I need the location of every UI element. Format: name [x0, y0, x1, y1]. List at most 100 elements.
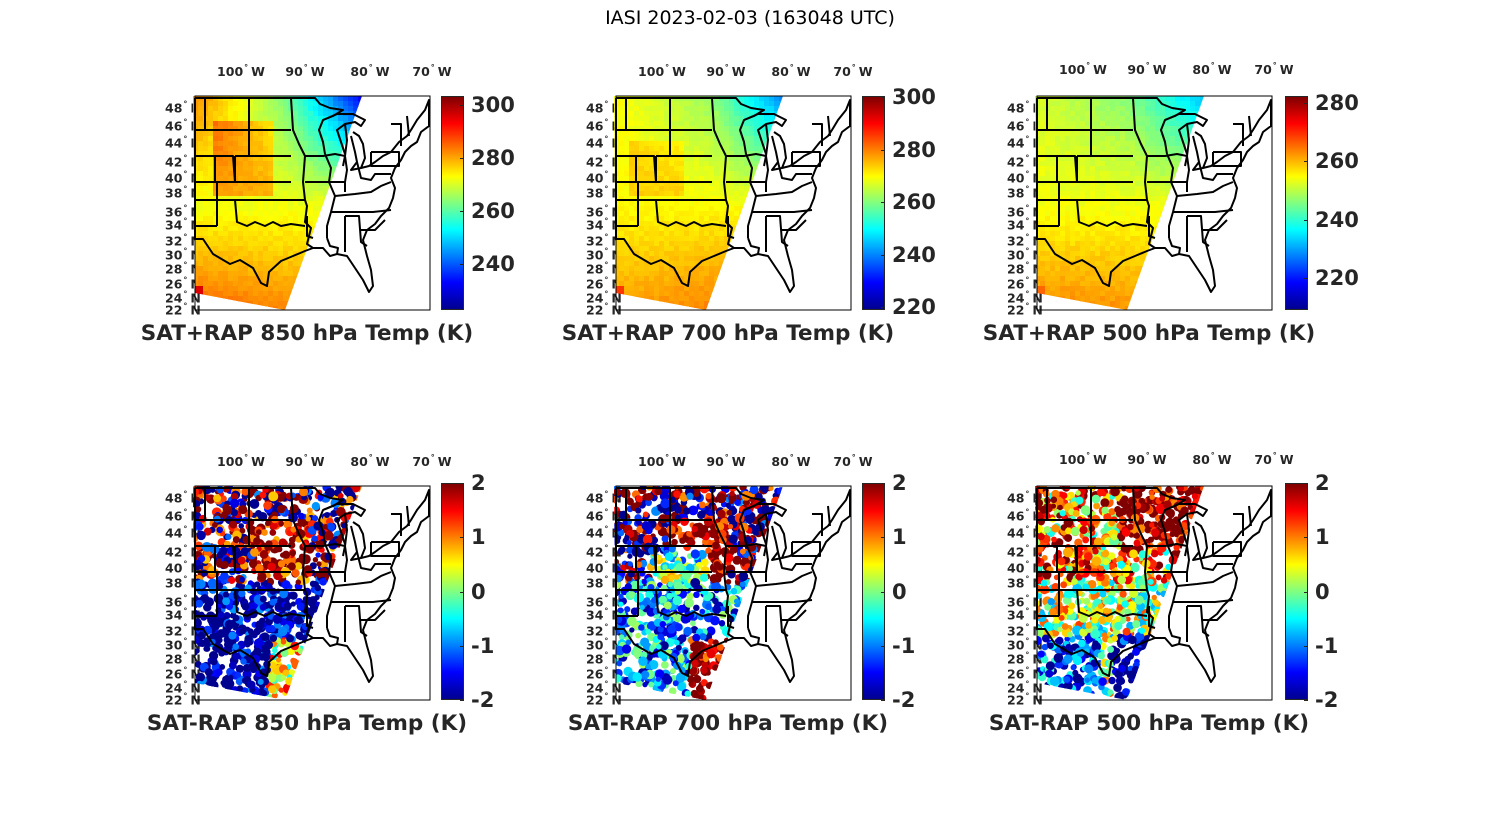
data-cell [273, 231, 279, 237]
data-cell [689, 251, 695, 257]
colorbar-tick-label: 260 [471, 198, 515, 223]
data-cell [233, 146, 239, 152]
data-cell [704, 206, 710, 212]
degree-symbol: ° [604, 574, 609, 584]
data-cell [198, 116, 204, 122]
data-cell [699, 111, 705, 117]
data-cell [1085, 291, 1091, 297]
data-point [276, 493, 285, 502]
data-cell [1075, 181, 1081, 187]
data-cell [634, 131, 640, 137]
data-point [229, 520, 238, 529]
data-cell [1105, 256, 1111, 262]
data-cell [298, 256, 304, 262]
data-cell [1180, 101, 1186, 107]
data-cell [1075, 111, 1081, 117]
data-point [319, 578, 327, 586]
data-cell [248, 176, 254, 182]
data-cell [754, 101, 760, 107]
data-cell [1145, 256, 1151, 262]
longitude-value: 90 [285, 64, 303, 79]
data-cell [634, 251, 640, 257]
data-point [272, 647, 278, 654]
data-cell [704, 106, 710, 112]
data-cell [694, 131, 700, 137]
data-cell [228, 171, 234, 177]
data-cell [659, 161, 665, 167]
data-cell [213, 101, 219, 107]
data-cell [1050, 201, 1056, 207]
data-cell [1135, 191, 1141, 197]
data-cell [1180, 131, 1186, 137]
data-cell [1105, 106, 1111, 112]
data-cell [1155, 196, 1161, 202]
data-cell [268, 266, 274, 272]
data-point [211, 522, 218, 528]
data-cell [699, 166, 705, 172]
data-cell [208, 111, 214, 117]
data-cell [654, 136, 660, 142]
data-cell [759, 121, 765, 127]
data-cell [674, 166, 680, 172]
data-cell [1055, 276, 1061, 282]
degree-symbol: ° [430, 453, 435, 462]
data-cell [203, 166, 209, 172]
data-cell [318, 196, 324, 202]
data-cell [659, 186, 665, 192]
data-cell [699, 206, 705, 212]
data-cell [288, 116, 294, 122]
data-cell [1125, 121, 1131, 127]
data-cell [1100, 116, 1106, 122]
data-point [239, 576, 245, 583]
data-cell [1100, 176, 1106, 182]
data-cell [699, 251, 705, 257]
boundary-line [305, 153, 346, 157]
data-cell [278, 281, 284, 287]
data-cell [679, 291, 685, 297]
data-cell [664, 106, 670, 112]
data-cell [1090, 141, 1096, 147]
data-cell [679, 256, 685, 262]
data-cell [689, 181, 695, 187]
data-cell [669, 151, 675, 157]
data-cell [749, 126, 755, 132]
data-cell [1120, 176, 1126, 182]
data-cell [1050, 251, 1056, 257]
data-cell [679, 176, 685, 182]
data-cell [1090, 191, 1096, 197]
data-cell [253, 276, 259, 282]
data-cell [1105, 186, 1111, 192]
data-cell [308, 201, 314, 207]
data-cell [283, 106, 289, 112]
data-cell [1195, 96, 1201, 102]
data-point [216, 551, 224, 559]
data-cell [298, 131, 304, 137]
data-cell [639, 101, 645, 107]
data-cell [1055, 236, 1061, 242]
data-cell [1055, 121, 1061, 127]
data-cell [1080, 201, 1086, 207]
data-cell [689, 291, 695, 297]
data-cell [1145, 186, 1151, 192]
data-cell [283, 116, 289, 122]
data-cell [258, 216, 264, 222]
data-cell [1135, 231, 1141, 237]
data-cell [1070, 191, 1076, 197]
data-cell [644, 236, 650, 242]
data-cell [724, 256, 730, 262]
data-cell [238, 231, 244, 237]
data-cell [248, 296, 254, 302]
latitude-value: 24 [165, 290, 183, 306]
data-cell [288, 206, 294, 212]
data-cell [258, 141, 264, 147]
data-cell [1040, 246, 1046, 252]
data-cell [208, 176, 214, 182]
data-cell [1085, 191, 1091, 197]
data-cell [263, 211, 269, 217]
data-cell [253, 161, 259, 167]
data-cell [669, 161, 675, 167]
data-cell [1080, 291, 1086, 297]
data-cell [639, 156, 645, 162]
data-cell [1145, 101, 1151, 107]
data-cell [1080, 106, 1086, 112]
